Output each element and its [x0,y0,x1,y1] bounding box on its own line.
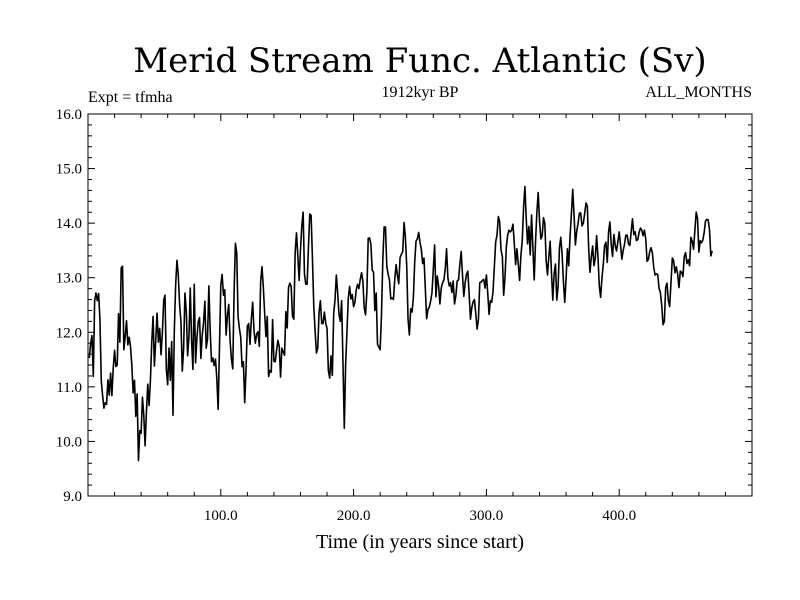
y-tick-label: 11.0 [56,380,82,396]
chart-title: Merid Stream Func. Atlantic (Sv) [133,41,706,81]
x-tick-label: 100.0 [204,508,238,524]
x-axis-label: Time (in years since start) [316,531,524,553]
period-label: ALL_MONTHS [645,84,752,101]
y-tick-label: 16.0 [56,107,82,123]
x-tick-label: 400.0 [602,508,636,524]
x-axis: 100.0 200.0 300.0 400.0 [114,114,726,524]
y-tick-label: 12.0 [56,325,82,341]
y-tick-label: 9.0 [63,489,82,505]
plot-frame [87,113,753,497]
x-tick-label: 200.0 [337,508,371,524]
x-tick-label: 300.0 [470,508,504,524]
y-tick-label: 15.0 [56,162,82,178]
y-tick-label: 10.0 [56,434,82,450]
y-axis: 9.0 10.0 11.0 12.0 13.0 14.0 15.0 16.0 [56,107,752,505]
series-line-atlantic-msf [88,185,713,462]
y-tick-label: 13.0 [56,271,82,287]
y-tick-label: 14.0 [56,216,82,232]
chart-subtitle: 1912kyr BP [382,84,459,101]
experiment-label: Expt = tfmha [88,89,173,106]
